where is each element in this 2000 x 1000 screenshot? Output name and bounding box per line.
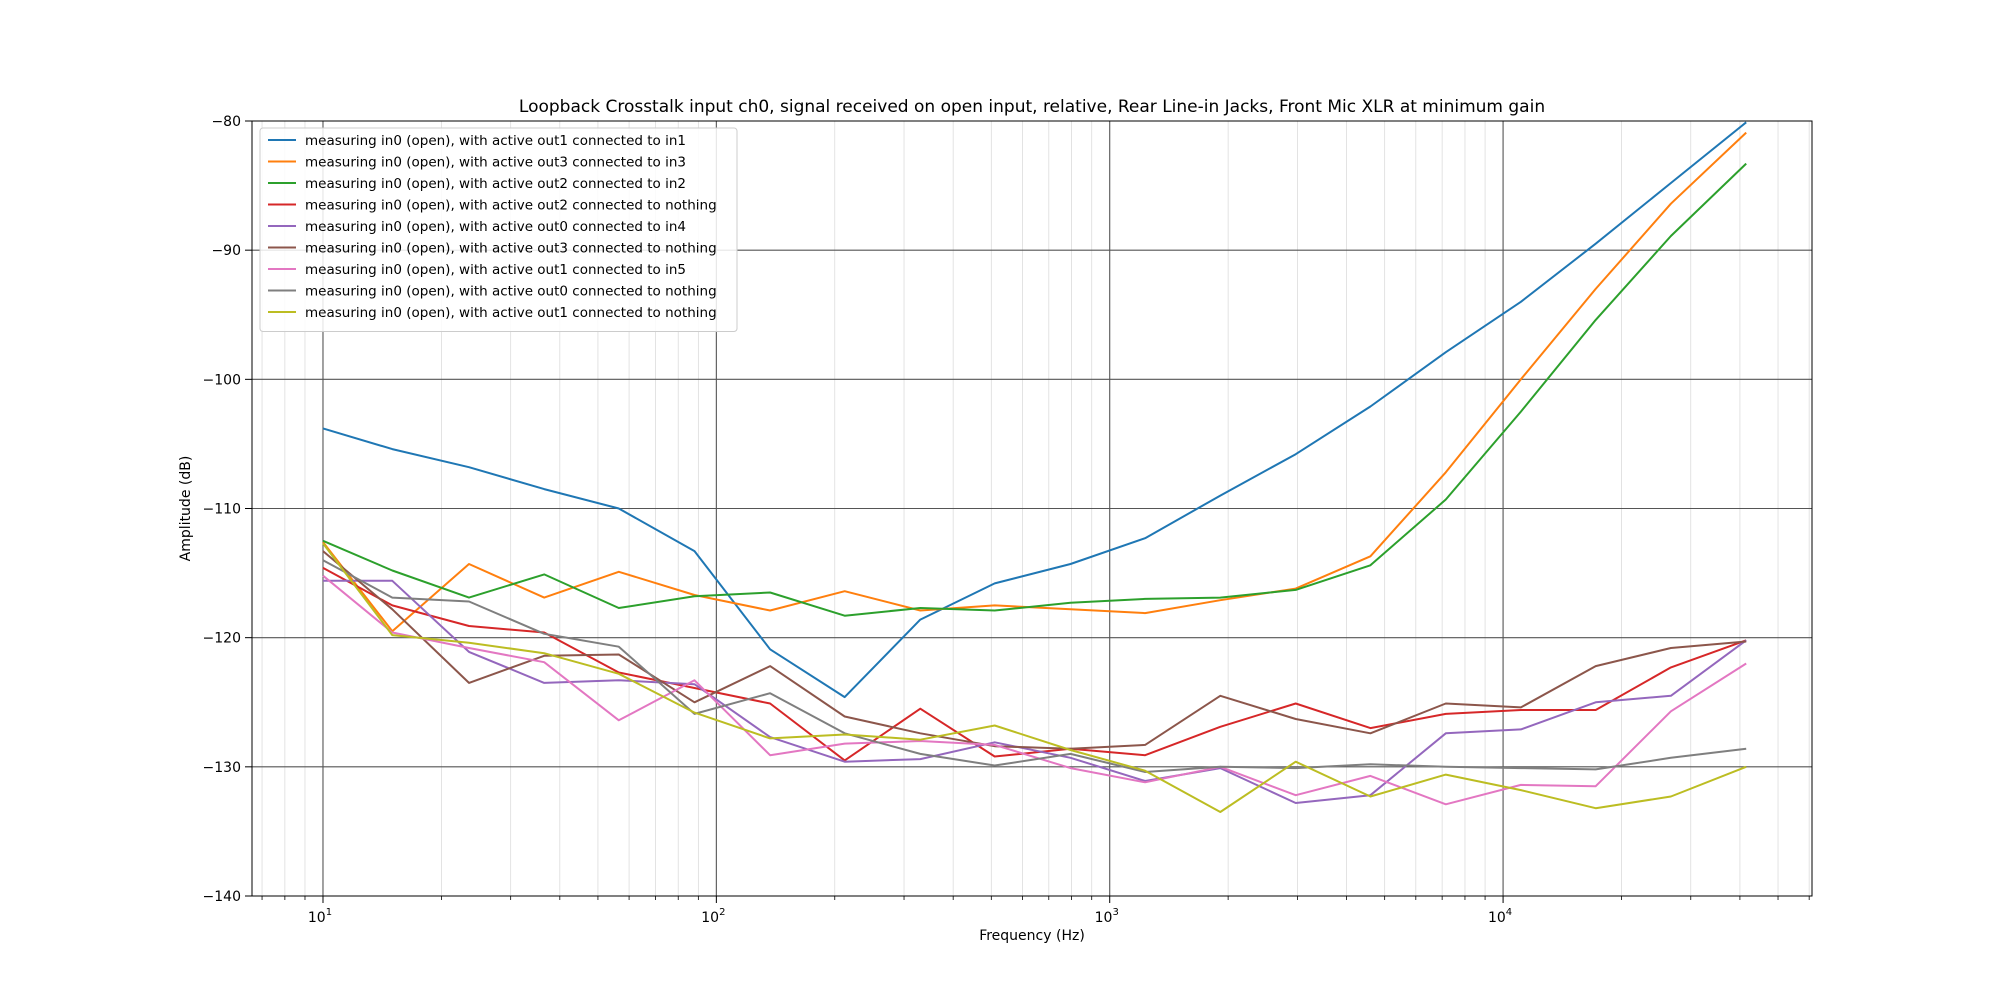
y-tick-label: −130: [203, 760, 241, 776]
x-axis-label: Frequency (Hz): [979, 928, 1085, 944]
series-line-3: [322, 567, 1747, 762]
legend-entry: measuring in0 (open), with active out3 c…: [305, 155, 686, 171]
legend-entry: measuring in0 (open), with active out2 c…: [305, 176, 686, 192]
legend-box: [259, 127, 738, 332]
y-tick-label: −120: [203, 631, 241, 647]
y-tick-label: −100: [203, 372, 241, 388]
legend-entry: measuring in0 (open), with active out2 c…: [305, 198, 717, 214]
axis-ticks: 101 102 103 104 −140 −130 −120 −110 −100 −90 −80: [203, 114, 1810, 926]
y-tick-label: −80: [211, 114, 241, 130]
series-line-5: [322, 550, 1747, 750]
x-tick-label: 103: [1095, 907, 1119, 926]
x-tick-label: 104: [1488, 907, 1512, 926]
x-tick-label: 101: [308, 907, 332, 926]
series-line-0: [322, 121, 1747, 699]
y-tick-label: −140: [203, 889, 241, 905]
legend-entry: measuring in0 (open), with active out1 c…: [305, 133, 686, 149]
series-line-8: [322, 542, 1747, 813]
series-line-4: [323, 579, 1747, 804]
chart-title: Loopback Crosstalk input ch0, signal rec…: [519, 97, 1545, 117]
legend-entry: measuring in0 (open), with active out3 c…: [305, 241, 717, 257]
legend-entry: measuring in0 (open), with active out0 c…: [305, 284, 717, 300]
y-tick-label: −110: [203, 502, 241, 518]
legend-entry: measuring in0 (open), with active out0 c…: [305, 219, 686, 235]
series-lines: [322, 121, 1747, 813]
series-line-7: [322, 559, 1747, 773]
x-tick-label: 102: [701, 907, 725, 926]
y-axis-label: Amplitude (dB): [178, 456, 194, 562]
series-line-2: [322, 162, 1747, 617]
legend-entry: measuring in0 (open), with active out1 c…: [305, 262, 686, 278]
y-tick-label: −90: [211, 243, 241, 259]
legend: measuring in0 (open), with active out1 c…: [259, 127, 738, 332]
series-line-6: [322, 574, 1747, 806]
legend-entry: measuring in0 (open), with active out1 c…: [305, 305, 717, 321]
